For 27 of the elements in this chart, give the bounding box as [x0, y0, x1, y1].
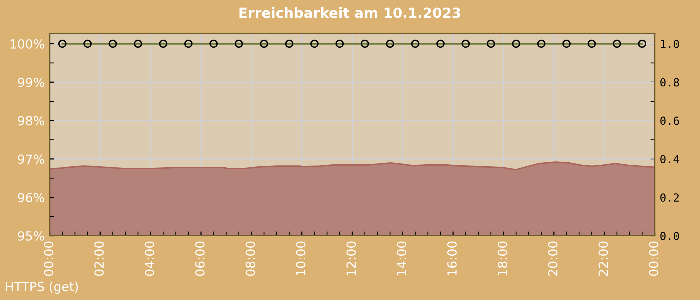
x-tick-label: 18:00 — [498, 242, 508, 276]
x-tick-label: 00:00 — [44, 242, 54, 276]
x-tick-label: 20:00 — [548, 242, 558, 276]
x-tick-label: 16:00 — [448, 242, 457, 276]
x-tick-label: 02:00 — [94, 242, 104, 276]
y2-tick-label: 0.0 — [660, 232, 680, 240]
x-tick-label: 14:00 — [397, 242, 407, 276]
x-tick-label: 06:00 — [195, 242, 205, 276]
y-tick-label: 97% — [18, 154, 44, 164]
text: HTTPS (get) — [6, 282, 78, 294]
y-tick-label: 100% — [10, 39, 44, 49]
x-tick-label: 00:00 — [649, 242, 659, 276]
y2-tick-label: 1.0 — [661, 40, 680, 48]
y2-tick-label: 0.4 — [660, 155, 680, 164]
x-tick-label: 12:00 — [346, 242, 356, 276]
y2-tick-label: 0.6 — [660, 116, 680, 126]
y-tick-label: 95% — [18, 231, 44, 241]
y-tick-label: 99% — [18, 78, 44, 88]
x-tick-label: 04:00 — [145, 242, 154, 276]
x-tick-label: 08:00 — [246, 242, 256, 276]
y-tick-label: 98% — [18, 116, 44, 126]
y2-tick-label: 0.2 — [660, 194, 679, 202]
x-tick-label: 22:00 — [598, 242, 608, 276]
y2-tick-label: 0.8 — [660, 78, 680, 87]
y-tick-label: 96% — [18, 193, 44, 203]
x-tick-label: 10:00 — [296, 242, 306, 276]
chart-title: Erreichbarkeit am 10.1.2023 — [240, 8, 460, 18]
